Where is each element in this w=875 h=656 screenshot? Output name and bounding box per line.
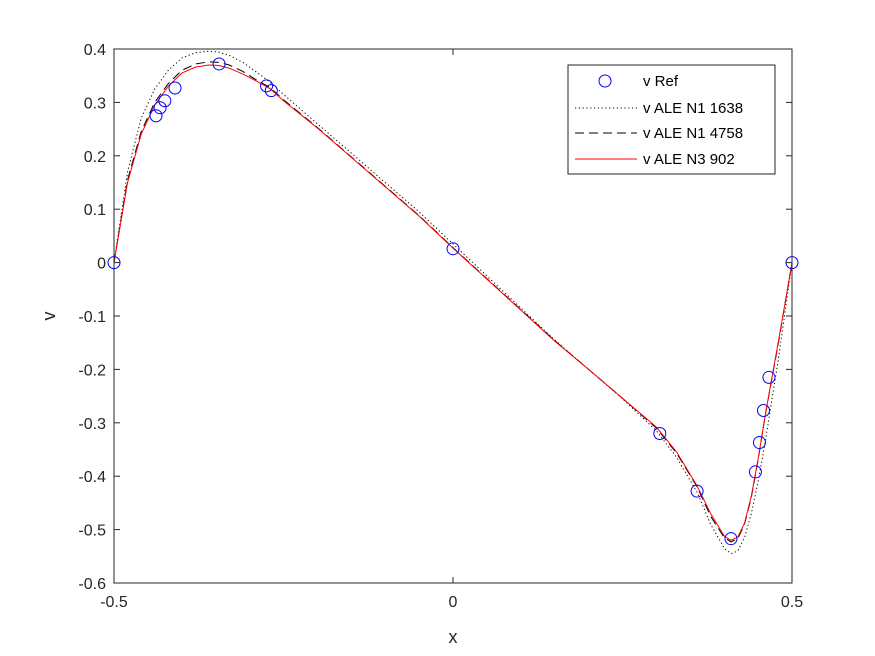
y-axis-label: v bbox=[39, 312, 59, 321]
legend-entry-label: v ALE N1 1638 bbox=[643, 100, 743, 117]
series-line bbox=[113, 50, 793, 555]
x-tick-label: -0.5 bbox=[100, 594, 128, 611]
y-tick-label: -0.6 bbox=[78, 576, 106, 593]
data-point-marker bbox=[153, 101, 167, 115]
y-tick-label: -0.5 bbox=[78, 523, 106, 540]
data-point-marker bbox=[212, 57, 226, 71]
y-tick-label: -0.4 bbox=[78, 469, 106, 486]
y-tick-label: 0.4 bbox=[84, 42, 106, 59]
x-axis-label: x bbox=[449, 627, 458, 647]
data-point-marker bbox=[724, 532, 738, 546]
legend-marker-circle bbox=[598, 74, 612, 88]
data-point-marker bbox=[757, 404, 771, 418]
data-point-marker bbox=[748, 465, 762, 479]
y-tick-label: -0.1 bbox=[78, 309, 106, 326]
x-tick-label: 0 bbox=[449, 594, 458, 611]
data-point-marker bbox=[168, 81, 182, 95]
data-point-marker bbox=[158, 94, 172, 108]
data-point-marker bbox=[653, 426, 667, 440]
y-tick-label: -0.3 bbox=[78, 416, 106, 433]
series-line bbox=[113, 64, 793, 541]
legend-entry-label: v ALE N1 4758 bbox=[643, 125, 743, 142]
axis-ticks: -0.5 0 0.5-0.6-0.5-0.4-0.3-0.2-0.100.10.20… bbox=[78, 42, 803, 611]
y-tick-label: 0.1 bbox=[84, 202, 106, 219]
legend-entry-label: v Ref bbox=[643, 73, 679, 90]
data-point-marker bbox=[762, 370, 776, 384]
y-tick-label: 0 bbox=[97, 256, 106, 273]
series-layer bbox=[107, 50, 799, 555]
y-tick-label: 0.3 bbox=[84, 95, 106, 112]
legend: v Ref v ALE N1 1638 v ALE N1 4758 v ALE N3 … bbox=[567, 64, 776, 175]
data-point-marker bbox=[260, 79, 274, 93]
y-tick-label: -0.2 bbox=[78, 362, 106, 379]
data-point-marker bbox=[752, 436, 766, 450]
data-point-marker bbox=[690, 484, 704, 498]
x-tick-label: 0.5 bbox=[781, 594, 803, 611]
y-tick-label: 0.2 bbox=[84, 149, 106, 166]
data-point-marker bbox=[149, 109, 163, 123]
data-point-marker bbox=[446, 242, 460, 256]
legend-entry-label: v ALE N3 902 bbox=[643, 151, 735, 168]
data-point-marker bbox=[264, 84, 278, 98]
legend-box bbox=[567, 64, 776, 175]
